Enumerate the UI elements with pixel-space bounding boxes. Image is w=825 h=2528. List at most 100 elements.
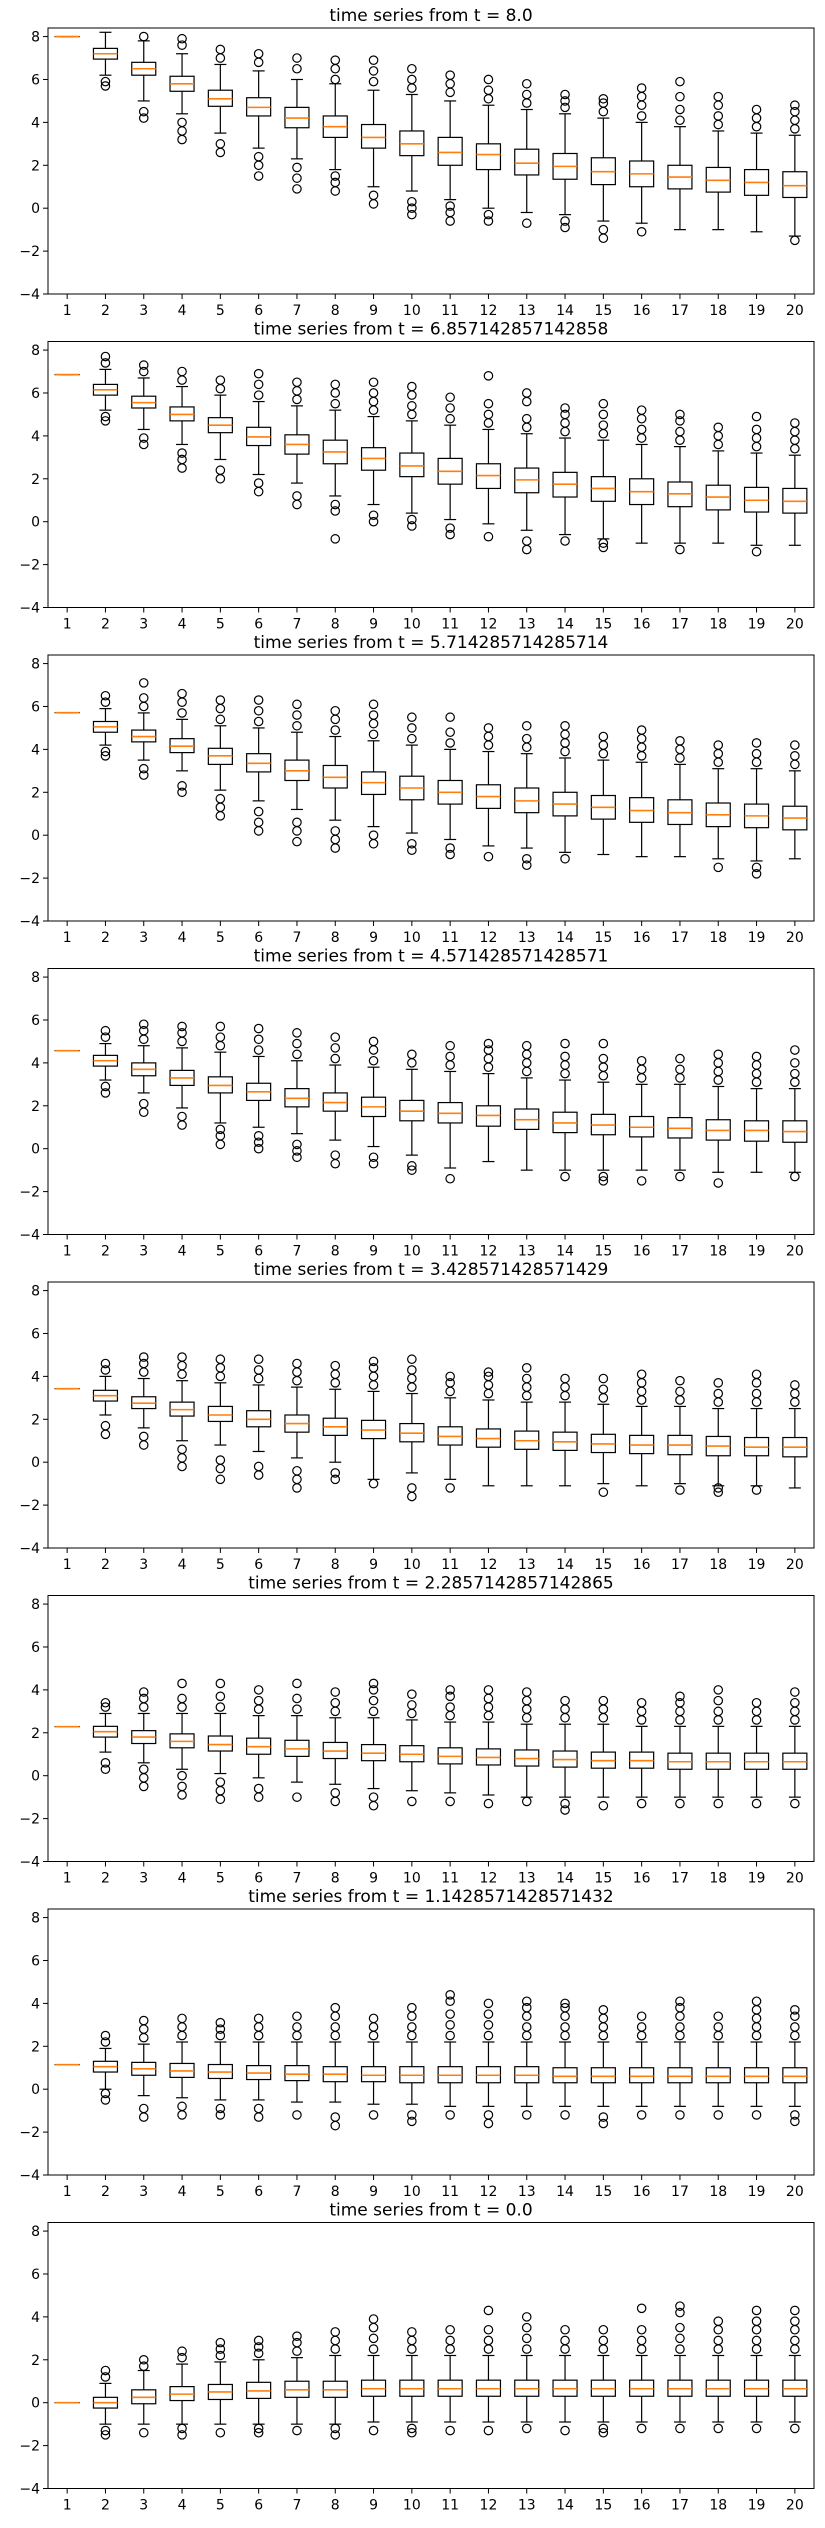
outlier-point (292, 2337, 302, 2348)
outlier-point (138, 770, 149, 780)
box-7 (284, 699, 310, 847)
outlier-point (138, 1098, 149, 1109)
box-15 (590, 731, 616, 856)
outlier-point (177, 1770, 187, 1781)
outlier-point (521, 860, 532, 871)
box-body (207, 1405, 233, 1423)
outlier-point (445, 523, 455, 533)
outlier-point (445, 2110, 455, 2120)
box-6 (246, 2013, 272, 2122)
outlier-point (598, 1384, 609, 1395)
outlier-point (100, 1081, 111, 1092)
outlier-point (177, 2101, 187, 2112)
outlier-point (598, 1038, 609, 1049)
box-15 (590, 1695, 616, 1811)
outlier-point (560, 1060, 570, 1070)
outlier-point (675, 1485, 685, 1495)
outlier-point (751, 1068, 762, 1079)
outlier-point (215, 714, 226, 725)
outlier-point (292, 162, 302, 173)
outlier-point (636, 91, 647, 102)
outlier-point (292, 699, 302, 710)
outlier-point (407, 1165, 417, 1175)
box-11 (437, 712, 463, 860)
plot-area (54, 1019, 808, 1188)
outlier-point (675, 104, 685, 115)
outlier-point (636, 1369, 647, 1380)
box-4 (169, 1678, 195, 1800)
outlier-point (407, 2335, 417, 2346)
outlier-point (560, 2335, 570, 2346)
outlier-point (598, 740, 609, 750)
outlier-point (483, 1367, 494, 1377)
y-tick-label: 0 (31, 828, 40, 844)
outlier-point (100, 411, 111, 422)
outlier-point (790, 2005, 800, 2015)
outlier-point (521, 1049, 532, 1060)
outlier-point (483, 851, 494, 862)
box-18 (705, 2316, 731, 2434)
outlier-point (483, 1685, 494, 1695)
y-tick-label: 8 (31, 970, 40, 986)
panel-title: time series from t = 2.2857142857142865 (248, 1574, 614, 1594)
outlier-point (100, 2095, 111, 2105)
x-tick-label: 9 (369, 2498, 378, 2514)
outlier-point (368, 199, 379, 209)
box-15 (590, 1373, 616, 1498)
outlier-point (560, 2110, 570, 2120)
outlier-point (407, 1373, 417, 1384)
box-3 (131, 360, 157, 450)
outlier-point (560, 1798, 570, 1809)
outlier-point (560, 2344, 570, 2354)
outlier-point (292, 1375, 302, 1386)
box-6 (246, 1023, 272, 1154)
x-tick-label: 20 (786, 1871, 804, 1887)
y-tick-label: 6 (31, 72, 40, 88)
y-tick-label: −4 (19, 1228, 40, 1244)
outlier-point (675, 2322, 685, 2333)
x-tick-label: 20 (786, 303, 804, 319)
outlier-point (790, 124, 800, 134)
outlier-point (177, 2013, 187, 2024)
box-16 (629, 1369, 655, 1487)
outlier-point (407, 1365, 417, 1375)
x-tick-label: 9 (369, 1557, 378, 1573)
x-tick-label: 5 (216, 2498, 225, 2514)
outlier-point (368, 405, 379, 415)
outlier-point (292, 1049, 302, 1060)
outlier-point (445, 1051, 455, 1062)
box-16 (629, 1055, 655, 1186)
outlier-point (292, 836, 302, 847)
outlier-point (330, 1687, 341, 1697)
axes-frame (47, 1281, 815, 1549)
outlier-point (253, 1137, 264, 1148)
x-tick-label: 17 (671, 303, 689, 319)
outlier-point (368, 718, 379, 729)
outlier-point (483, 409, 494, 420)
x-tick-label: 20 (786, 1557, 804, 1573)
x-tick-label: 18 (709, 2498, 727, 2514)
outlier-point (636, 1064, 647, 1075)
box-4 (169, 33, 195, 145)
outlier-point (483, 2344, 494, 2354)
outlier-point (138, 106, 149, 117)
outlier-point (368, 2333, 379, 2344)
outlier-point (253, 368, 264, 379)
box-17 (667, 409, 693, 555)
box-18 (705, 2011, 731, 2120)
y-tick-label: 2 (31, 1412, 40, 1428)
outlier-point (560, 2324, 570, 2335)
outlier-point (521, 1390, 532, 1401)
outlier-point (790, 1397, 800, 1407)
outlier-point (407, 1058, 417, 1068)
x-tick-label: 9 (369, 1244, 378, 1260)
x-tick-label: 19 (748, 1871, 766, 1887)
outlier-point (598, 1062, 609, 1072)
x-tick-label: 13 (518, 2184, 536, 2200)
outlier-point (675, 2110, 685, 2120)
outlier-point (292, 491, 302, 501)
outlier-point (636, 2335, 647, 2346)
outlier-point (598, 2344, 609, 2354)
outlier-point (215, 2024, 226, 2034)
y-tick-label: 2 (31, 2353, 40, 2369)
